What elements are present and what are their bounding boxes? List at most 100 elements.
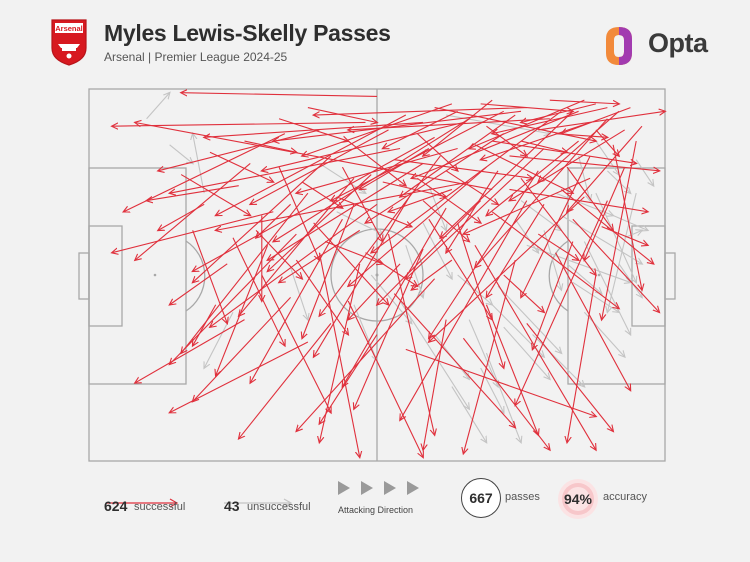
successful-pass-arrow [181,93,378,97]
successful-pass-arrow [474,244,596,450]
successful-pass-arrow [135,122,493,190]
successful-pass-arrow [515,200,608,406]
successful-pass-arrow [268,162,424,260]
successful-pass-arrow [319,155,441,316]
successful-pass-arrow [481,121,591,159]
successful-pass-arrow [567,125,643,212]
successful-pass-arrow [567,274,597,442]
successful-pass-arrow [244,140,297,152]
successful-pass-arrow [469,99,585,148]
successful-pass-arrow [462,337,549,450]
crest-lettering: Arsenal [55,24,83,33]
successful-pass-arrow [192,230,228,323]
successful-pass-arrow [572,218,659,312]
successful-pass-arrow [307,107,377,123]
successful-pass-arrow [278,166,319,260]
successful-pass-arrow [412,110,579,178]
unsuccessful-pass-arrow [612,214,648,230]
successful-pass-arrow [347,300,423,457]
unsuccessful-label: unsuccessful [247,501,311,513]
successful-pass-arrow [434,107,596,141]
right-goal [664,252,676,300]
unsuccessful-pass-arrow [497,285,561,353]
unsuccessful-pass-arrow [468,319,498,387]
unsuccessful-pass-arrow [635,159,653,186]
right-penalty-spot [597,273,601,277]
opta-wordmark: Opta [648,28,708,58]
unsuccessful-pass-arrow [595,140,619,174]
successful-pass-arrow [296,278,436,432]
successful-pass-arrow [135,162,251,260]
successful-pass-arrow [520,177,596,275]
arsenal-crest-icon: Arsenal [51,19,87,66]
unsuccessful-pass-arrow [193,134,205,194]
successful-pass-arrow [262,121,464,170]
successful-pass-arrow [446,170,499,253]
successful-pass-arrow [193,296,292,401]
successful-pass-arrow [382,181,446,197]
successful-pass-arrow [486,204,545,297]
successful-pass-arrow [255,229,302,278]
successful-pass-arrow [181,192,309,353]
successful-pass-arrow [279,229,361,282]
successful-pass-arrow [549,99,619,104]
unsuccessful-pass-arrow [290,267,308,320]
successful-pass-arrow [474,144,573,193]
passes-count: 667 [469,490,493,506]
successful-count: 624 [104,498,128,514]
unsuccessful-pass-arrow [572,281,619,312]
successful-pass-arrow [302,103,453,156]
unsuccessful-pass-arrow [336,211,383,234]
unsuccessful-pass-arrow [566,263,602,294]
left-penalty-spot [153,273,157,277]
unsuccessful-pass-arrow [514,218,538,252]
successful-pass-arrow [268,174,372,272]
successful-pass-arrow [273,118,470,242]
successful-pass-arrow [318,252,359,458]
left-goal [78,252,90,300]
successful-pass-arrow [216,245,269,375]
successful-pass-arrow [273,110,522,141]
successful-pass-arrow [601,226,648,246]
successful-pass-arrow [342,207,447,387]
successful-pass-arrow [377,200,482,305]
successful-pass-arrow [232,237,285,346]
successful-pass-arrow [429,170,539,338]
successful-pass-arrow [428,218,492,319]
unsuccessful-pass-arrow [169,144,193,164]
unsuccessful-pass-arrow [503,326,550,379]
successful-pass-arrow [135,319,245,383]
successful-label: successful [134,501,186,513]
successful-pass-arrow [170,263,228,305]
successful-pass-arrow [295,259,348,334]
unsuccessful-pass-arrow [146,93,170,120]
successful-pass-arrow [457,222,504,368]
successful-pass-arrow [324,241,383,264]
successful-pass-arrow [486,125,526,156]
successful-pass-arrow [319,334,378,424]
successful-pass-arrow [412,259,453,290]
unsuccessful-pass-arrow [370,274,411,323]
successful-pass-arrow [555,133,608,138]
unsuccessful-pass-arrow [451,386,487,443]
successful-passes [112,93,665,458]
successful-pass-arrow [112,121,366,126]
successful-pass-arrow [296,147,458,194]
successful-pass-arrow [423,319,447,450]
successful-pass-arrow [314,107,527,115]
successful-pass-arrow [566,166,613,230]
attacking-direction-arrows-icon [338,481,419,495]
successful-pass-arrow [423,99,493,156]
successful-pass-arrow [509,188,647,211]
unsuccessful-pass-arrow [583,311,624,357]
unsuccessful-pass-arrow [353,304,377,361]
successful-pass-arrow [491,211,619,309]
left-penalty-box [88,167,187,385]
successful-pass-arrow [509,155,659,171]
successful-pass-arrow [336,196,412,227]
unsuccessful-count: 43 [224,498,240,514]
successful-pass-arrow [463,259,516,453]
successful-pass-arrow [595,129,619,156]
successful-pass-arrow [485,304,538,435]
